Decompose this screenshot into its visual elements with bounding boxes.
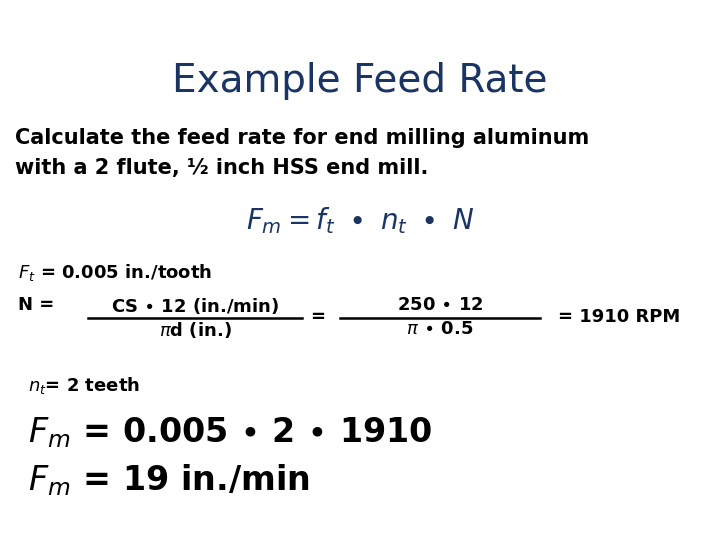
Text: $F_m$ = 0.005 $\bullet$ 2 $\bullet$ 1910: $F_m$ = 0.005 $\bullet$ 2 $\bullet$ 1910 bbox=[28, 415, 433, 450]
Text: N =: N = bbox=[18, 296, 60, 314]
Text: $\pi$ $\bullet$ 0.5: $\pi$ $\bullet$ 0.5 bbox=[406, 320, 474, 338]
Text: $F_m = f_t\ \bullet\ n_t\ \bullet\ N$: $F_m = f_t\ \bullet\ n_t\ \bullet\ N$ bbox=[246, 205, 474, 236]
Text: 250 $\bullet$ 12: 250 $\bullet$ 12 bbox=[397, 296, 483, 314]
Text: =: = bbox=[310, 308, 325, 326]
Text: Calculate the feed rate for end milling aluminum: Calculate the feed rate for end milling … bbox=[15, 128, 589, 148]
Text: Example Feed Rate: Example Feed Rate bbox=[172, 62, 548, 100]
Text: CS $\bullet$ 12 (in./min): CS $\bullet$ 12 (in./min) bbox=[111, 296, 279, 316]
Text: $n_t$= 2 teeth: $n_t$= 2 teeth bbox=[28, 375, 140, 396]
Text: with a 2 flute, ½ inch HSS end mill.: with a 2 flute, ½ inch HSS end mill. bbox=[15, 158, 428, 178]
Text: $F_m$ = 19 in./min: $F_m$ = 19 in./min bbox=[28, 462, 310, 498]
Text: = 1910 RPM: = 1910 RPM bbox=[558, 308, 680, 326]
Text: $F_t$ = 0.005 in./tooth: $F_t$ = 0.005 in./tooth bbox=[18, 262, 212, 283]
Text: $\pi$d (in.): $\pi$d (in.) bbox=[158, 320, 231, 340]
